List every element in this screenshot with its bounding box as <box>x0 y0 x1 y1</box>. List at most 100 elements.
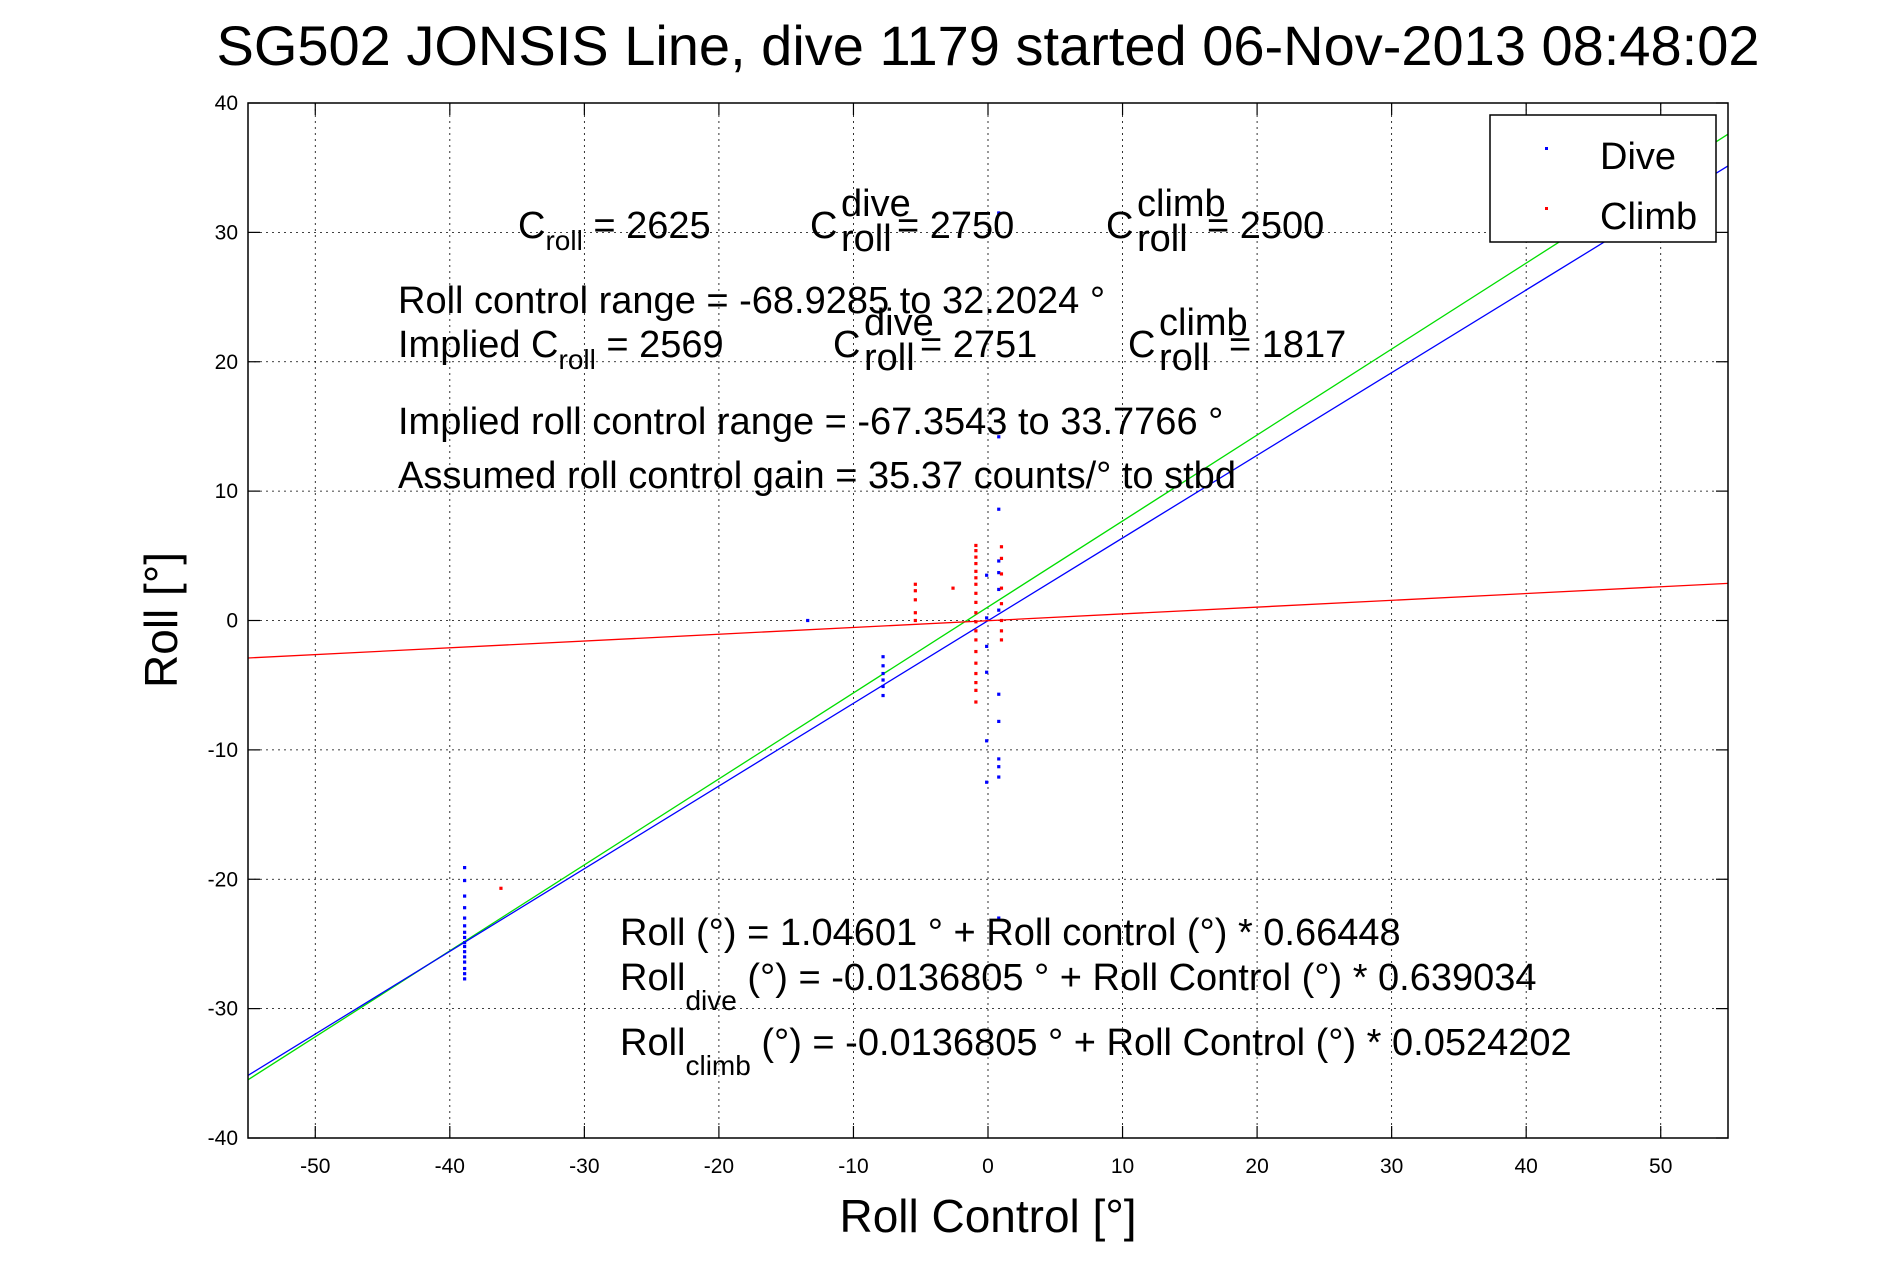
climb-point <box>913 611 917 615</box>
roll-dive-rhs: (°) = -0.0136805 ° + Roll Control (°) * … <box>737 957 1537 999</box>
legend-dive-marker <box>1545 147 1548 150</box>
x-tick-label: -30 <box>569 1155 599 1178</box>
roll-dive-lhs: Roll <box>620 957 685 999</box>
dive-point <box>997 719 1001 724</box>
fit-line-roll <box>247 133 1729 1081</box>
implied-c-roll-climb-value: = 1817 <box>1229 324 1346 366</box>
dive-point <box>997 559 1001 563</box>
dive-point <box>881 664 885 668</box>
dive-point <box>806 618 810 623</box>
climb-point <box>999 618 1004 623</box>
climb-point <box>974 569 978 573</box>
assumed-gain-annotation: Assumed roll control gain = 35.37 counts… <box>398 455 1236 497</box>
x-axis-label: Roll Control [°] <box>839 1190 1136 1242</box>
dive-point <box>463 878 467 883</box>
climb-point <box>913 598 917 602</box>
dive-point <box>997 587 1001 592</box>
dive-point <box>463 866 467 870</box>
implied-c-roll-value: = 2569 <box>596 324 724 366</box>
dive-point <box>985 739 989 743</box>
climb-point <box>974 638 978 642</box>
climb-point <box>999 586 1004 590</box>
dive-point <box>881 693 885 698</box>
dive-point <box>463 972 467 976</box>
roll-climb-rhs: (°) = -0.0136805 ° + Roll Control (°) * … <box>751 1022 1572 1064</box>
c-roll-dive-value: = 2750 <box>897 205 1014 247</box>
dive-point <box>997 757 1001 761</box>
y-tick-label: 40 <box>215 92 238 115</box>
c-roll-subscript: roll <box>545 225 582 256</box>
y-tick-label: -40 <box>208 1127 238 1150</box>
climb-point <box>974 549 978 553</box>
dive-point <box>997 435 1001 439</box>
c-roll-climb-sub: roll <box>1137 218 1188 260</box>
x-tick-label: -40 <box>435 1155 465 1178</box>
implied-c-roll-annotation: Implied Croll = 2569 <box>398 324 724 375</box>
c-roll-dive-annotation: C <box>810 205 837 247</box>
dive-point <box>997 765 1001 769</box>
climb-point <box>951 586 955 590</box>
climb-point <box>999 572 1004 576</box>
axis-ticks: -50 -40 -30 -20 -10 0 10 20 30 40 50 -40 -30 -20 -10 0 1… <box>208 92 1728 1178</box>
climb-point <box>974 582 978 586</box>
roll-dive-subscript: dive <box>685 985 736 1016</box>
dive-point <box>985 780 989 784</box>
y-tick-label: -30 <box>208 998 238 1021</box>
roll-control-range-annotation: Roll control range = -68.9285 to 32.2024… <box>398 280 1105 322</box>
dive-point <box>997 916 1001 920</box>
climb-point <box>974 629 978 633</box>
c-roll-climb-sup: climb <box>1137 183 1226 225</box>
implied-c-roll-climb-sup: climb <box>1159 302 1248 344</box>
x-tick-label: -20 <box>704 1155 734 1178</box>
x-tick-label: 50 <box>1649 1155 1672 1178</box>
x-tick-label: 20 <box>1245 1155 1268 1178</box>
x-tick-label: 30 <box>1380 1155 1403 1178</box>
implied-c-roll-dive-sub: roll <box>864 337 915 379</box>
dive-point <box>985 644 989 648</box>
dive-point <box>463 930 467 934</box>
implied-c-roll-dive-symbol: C <box>833 324 860 366</box>
climb-point <box>499 886 503 890</box>
dive-point <box>463 935 467 940</box>
fit-lines <box>247 133 1729 1081</box>
roll-equation: Roll (°) = 1.04601 ° + Roll control (°) … <box>620 912 1401 954</box>
legend-climb-label: Climb <box>1600 196 1697 238</box>
dive-point <box>881 678 885 682</box>
c-roll-dive-symbol: C <box>810 205 837 247</box>
dive-point <box>463 894 467 898</box>
climb-point <box>974 576 978 580</box>
climb-point <box>999 545 1004 549</box>
dive-point <box>463 966 467 971</box>
dive-point <box>463 944 467 949</box>
roll-climb-subscript: climb <box>685 1050 750 1081</box>
dive-point <box>997 692 1001 696</box>
c-roll-annotation: Croll = 2625 <box>518 205 711 256</box>
climb-point <box>974 543 978 548</box>
c-roll-climb-value: = 2500 <box>1207 205 1324 247</box>
x-tick-label: 10 <box>1111 1155 1134 1178</box>
climb-point <box>974 620 978 624</box>
climb-point <box>999 629 1004 633</box>
dive-point <box>463 960 467 964</box>
c-roll-value: = 2625 <box>583 205 711 247</box>
legend-box <box>1489 114 1717 243</box>
implied-c-roll-dive-value: = 2751 <box>920 324 1037 366</box>
dive-point <box>997 775 1001 779</box>
dive-point <box>881 684 885 689</box>
dive-point <box>463 941 467 945</box>
dive-point <box>463 924 467 928</box>
roll-dive-equation: Rolldive (°) = -0.0136805 ° + Roll Contr… <box>620 957 1537 1016</box>
climb-point <box>913 589 917 593</box>
climb-point <box>974 700 978 704</box>
dive-point <box>463 916 467 920</box>
dive-point <box>881 655 885 659</box>
legend: Dive Climb <box>1489 114 1717 243</box>
climb-point <box>999 556 1004 560</box>
climb-point <box>913 618 917 623</box>
implied-c-roll-climb-sub: roll <box>1159 337 1210 379</box>
climb-point <box>974 600 978 604</box>
annotations: Croll = 2625 C dive roll = 2750 C climb … <box>398 183 1572 1081</box>
dive-point <box>463 950 467 954</box>
x-tick-label: -50 <box>300 1155 330 1178</box>
